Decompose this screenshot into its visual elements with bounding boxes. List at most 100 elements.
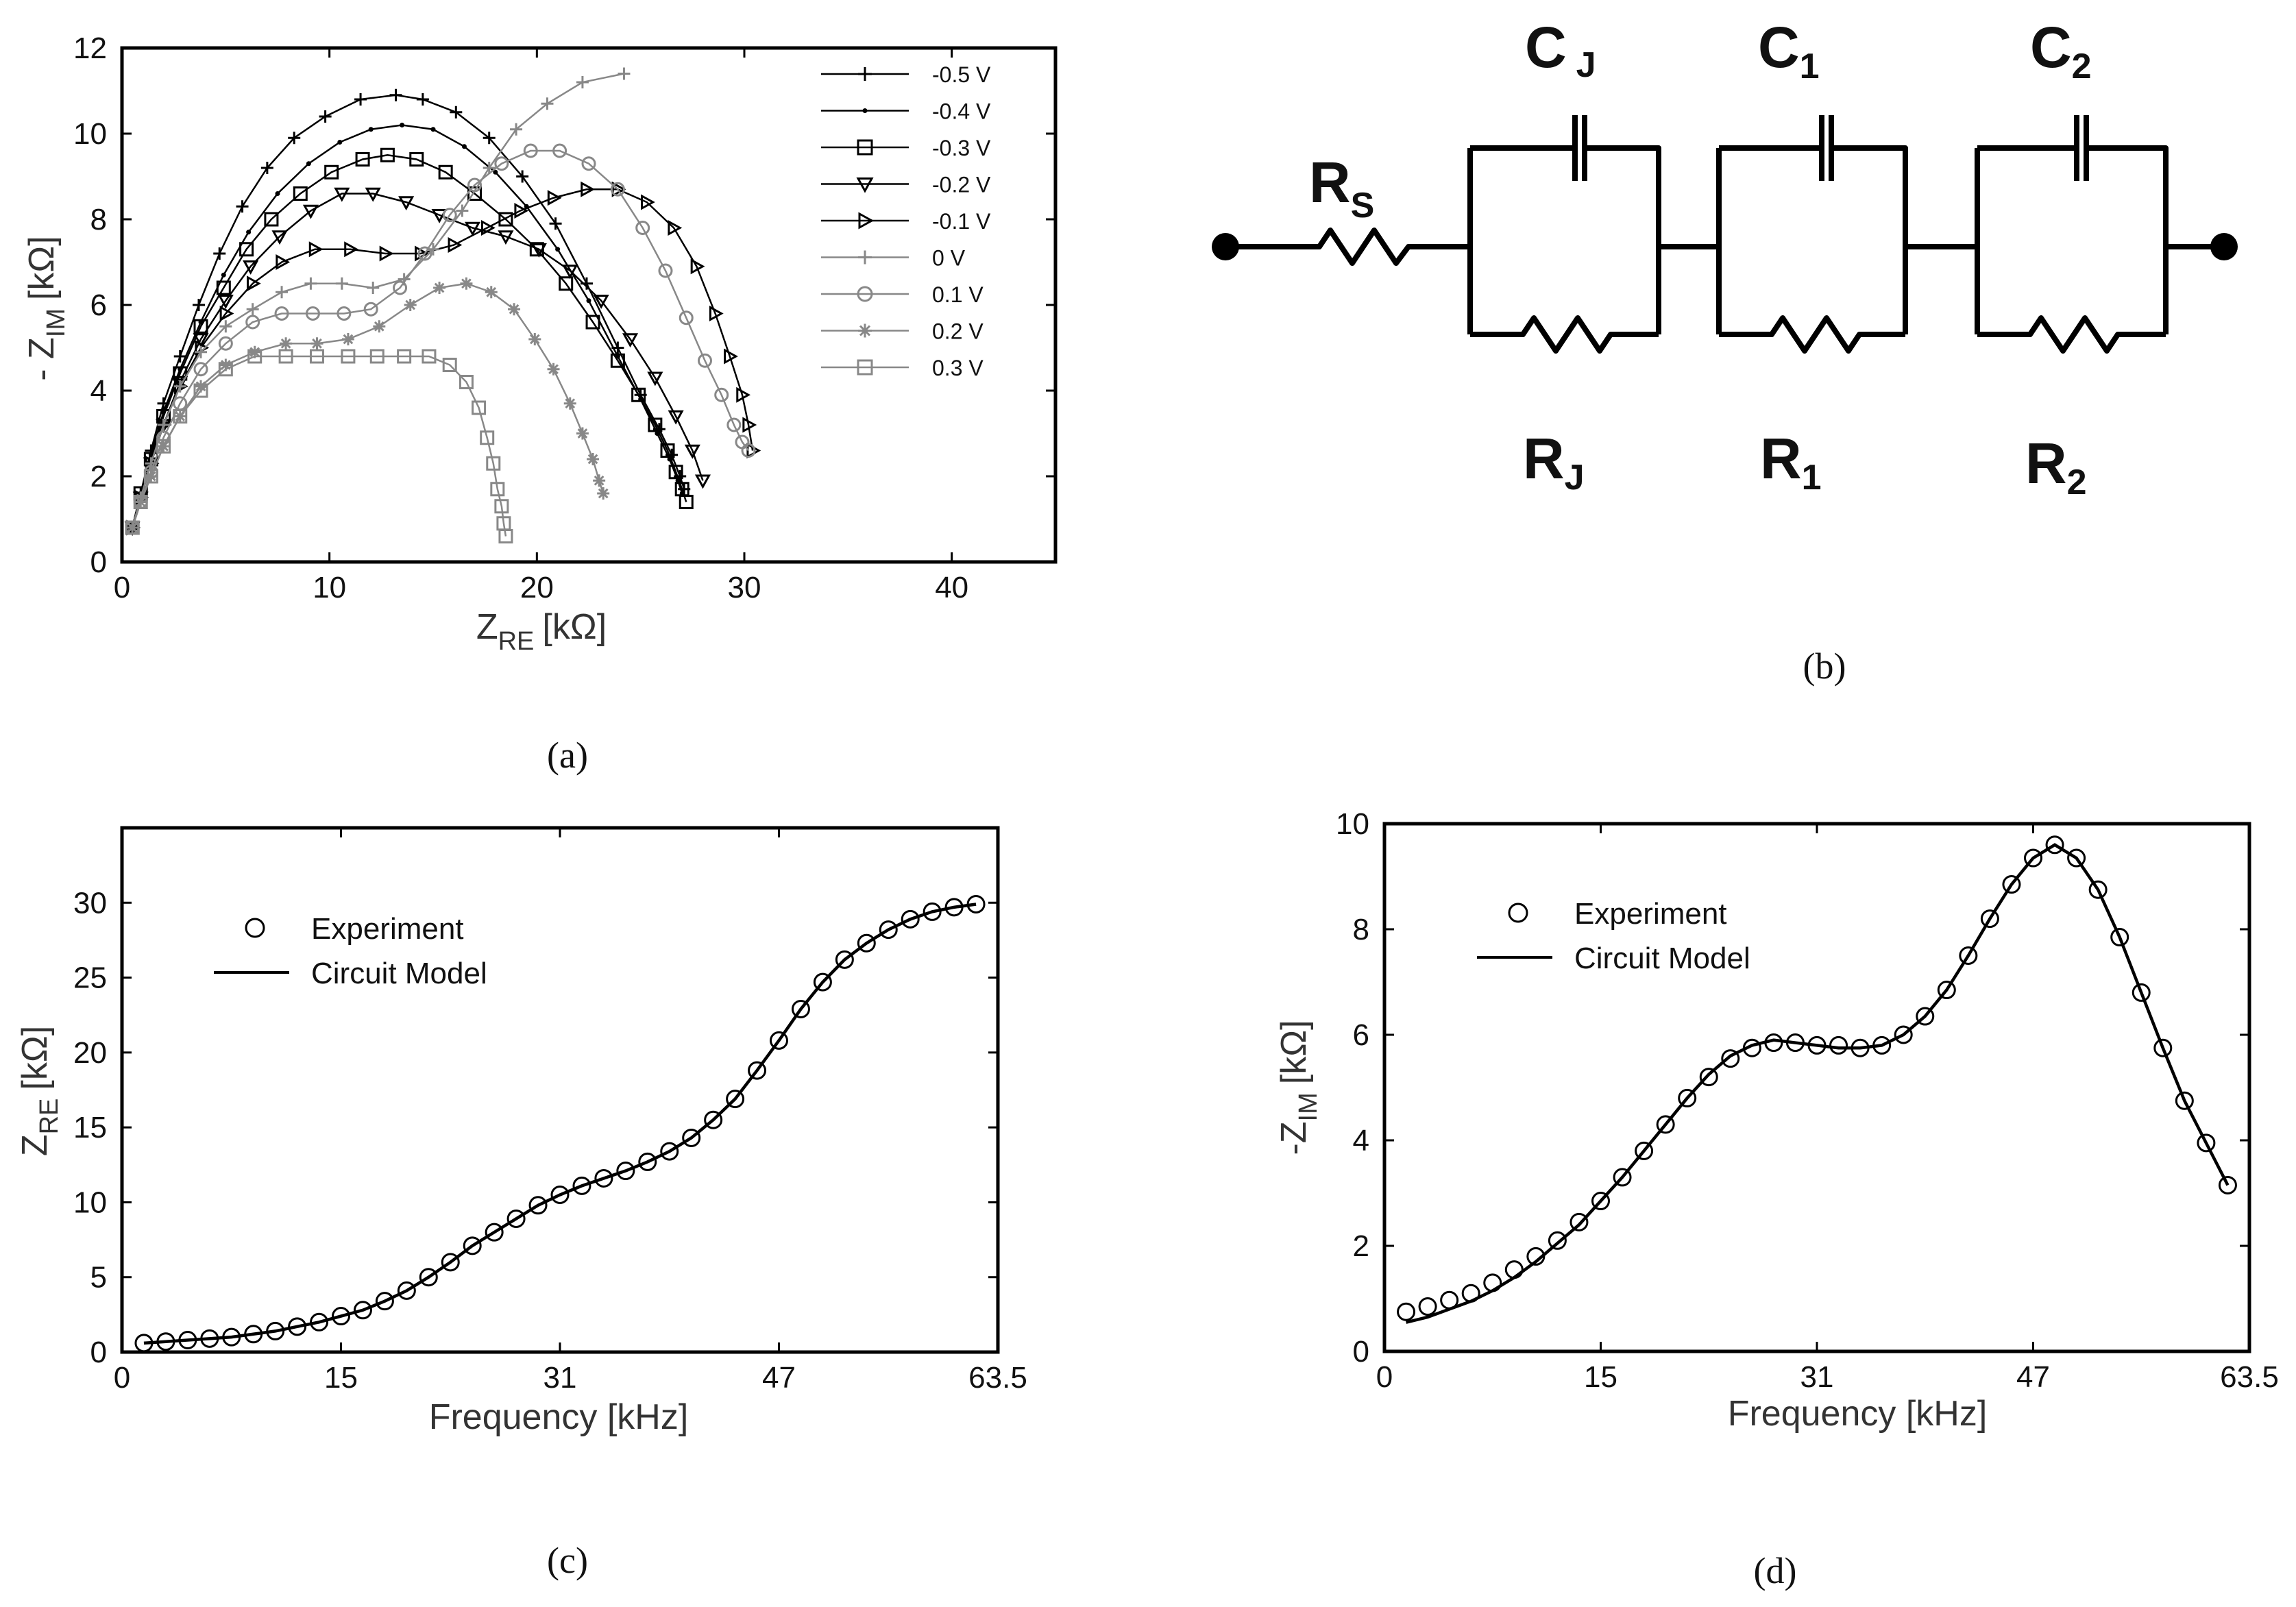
panel-d-zim-vs-frequency: 0 15 31 47 63.5 0 2 4 6 8 10 Frequency [kHz] -ZIM[… xyxy=(1274,807,2279,1591)
data-point xyxy=(480,430,495,445)
experiment-point xyxy=(1829,1035,1848,1055)
experiment-point xyxy=(1635,1141,1654,1160)
data-point xyxy=(586,298,591,304)
data-point xyxy=(660,443,675,458)
data-point xyxy=(310,349,325,364)
circuit-rc-block-2 xyxy=(1975,145,2224,354)
series-line xyxy=(131,355,507,537)
data-point xyxy=(430,127,436,132)
y-tick-label: 10 xyxy=(1336,807,1369,841)
experiment-point xyxy=(550,1186,570,1204)
data-point xyxy=(647,371,663,387)
data-point xyxy=(593,474,606,487)
data-point xyxy=(344,241,359,258)
data-point xyxy=(416,93,429,106)
experiment-point xyxy=(332,1307,350,1326)
data-point xyxy=(288,132,301,145)
data-point xyxy=(631,387,646,402)
data-point xyxy=(341,349,356,364)
data-point xyxy=(552,143,567,158)
data-point xyxy=(398,196,415,211)
data-point xyxy=(213,247,226,260)
data-point xyxy=(276,254,291,271)
experiment-point xyxy=(463,1236,482,1255)
x-tick-label: 15 xyxy=(324,1361,358,1395)
x-tick-label: 47 xyxy=(762,1361,796,1395)
label-rj: RJ xyxy=(1523,426,1585,498)
data-point xyxy=(622,333,639,348)
legend-item: -0.1 V xyxy=(821,209,991,234)
legend-item: -0.5 V xyxy=(821,62,991,87)
experiment-point xyxy=(1980,909,1999,929)
data-point xyxy=(562,265,578,280)
data-point xyxy=(337,306,352,321)
data-point xyxy=(460,277,473,290)
legend-label: Experiment xyxy=(1574,897,1727,931)
legend-marker xyxy=(1508,903,1528,923)
panel-a-caption: (a) xyxy=(547,735,588,776)
y-tick-label: 4 xyxy=(1353,1124,1369,1157)
data-point xyxy=(530,243,547,258)
data-point xyxy=(508,303,521,316)
experiment-point xyxy=(1548,1231,1567,1250)
data-point xyxy=(610,182,625,197)
experiment-point xyxy=(594,1168,613,1188)
series-line xyxy=(131,154,687,528)
panel-b-equivalent-circuit xyxy=(1212,115,2238,354)
data-point xyxy=(389,88,402,101)
experiment-point xyxy=(2088,880,2108,899)
data-point xyxy=(397,349,412,364)
data-point xyxy=(431,209,448,223)
data-point xyxy=(393,280,408,295)
data-point xyxy=(736,387,751,403)
data-point xyxy=(490,482,505,497)
circuit-c1-capacitor xyxy=(1819,115,1834,181)
data-point xyxy=(335,277,348,290)
data-point xyxy=(472,400,487,415)
data-point xyxy=(260,162,273,174)
data-point xyxy=(363,302,378,317)
panel-a-series-group xyxy=(124,67,761,543)
data-point xyxy=(467,177,483,193)
legend-item: Experiment xyxy=(245,912,464,946)
y-tick-label: 12 xyxy=(73,32,107,65)
data-point xyxy=(278,349,293,364)
data-point xyxy=(597,487,610,500)
series--0p2V xyxy=(124,187,711,537)
data-point xyxy=(464,221,481,236)
data-point xyxy=(581,156,596,171)
experiment-point xyxy=(2002,875,2021,894)
experiment-point xyxy=(726,1090,745,1109)
data-point xyxy=(635,221,650,235)
experiment-point xyxy=(1591,1192,1610,1211)
y-tick-label: 2 xyxy=(90,460,107,493)
experiment-point xyxy=(1959,946,1978,965)
data-point xyxy=(219,358,232,371)
data-point xyxy=(219,305,234,322)
experiment-point xyxy=(857,933,876,953)
data-point xyxy=(380,147,395,162)
label-c2: C2 xyxy=(2030,15,2092,86)
experiment-point xyxy=(704,1110,723,1129)
data-point xyxy=(679,495,694,509)
data-point xyxy=(193,362,208,377)
y-tick-label: 0 xyxy=(90,545,107,579)
legend-item: Circuit Model xyxy=(214,957,487,990)
data-point xyxy=(337,140,343,145)
experiment-point xyxy=(901,909,920,929)
data-point xyxy=(245,315,260,330)
panel-d-ticks: 0 15 31 47 63.5 0 2 4 6 8 10 xyxy=(1336,807,2279,1394)
series-circuit-model xyxy=(143,903,977,1345)
data-point xyxy=(581,181,596,197)
data-point xyxy=(461,144,467,149)
y-tick-label: 25 xyxy=(73,961,107,995)
data-point xyxy=(246,230,252,235)
data-point xyxy=(726,417,742,432)
panel-d-series-group xyxy=(1397,835,2237,1324)
data-point xyxy=(218,362,233,377)
experiment-point xyxy=(1656,1115,1675,1134)
experiment-point xyxy=(2045,835,2064,855)
y-tick-label: 10 xyxy=(73,1186,107,1219)
legend-label: -0.1 V xyxy=(932,209,991,234)
panel-c-caption: (c) xyxy=(547,1540,588,1581)
